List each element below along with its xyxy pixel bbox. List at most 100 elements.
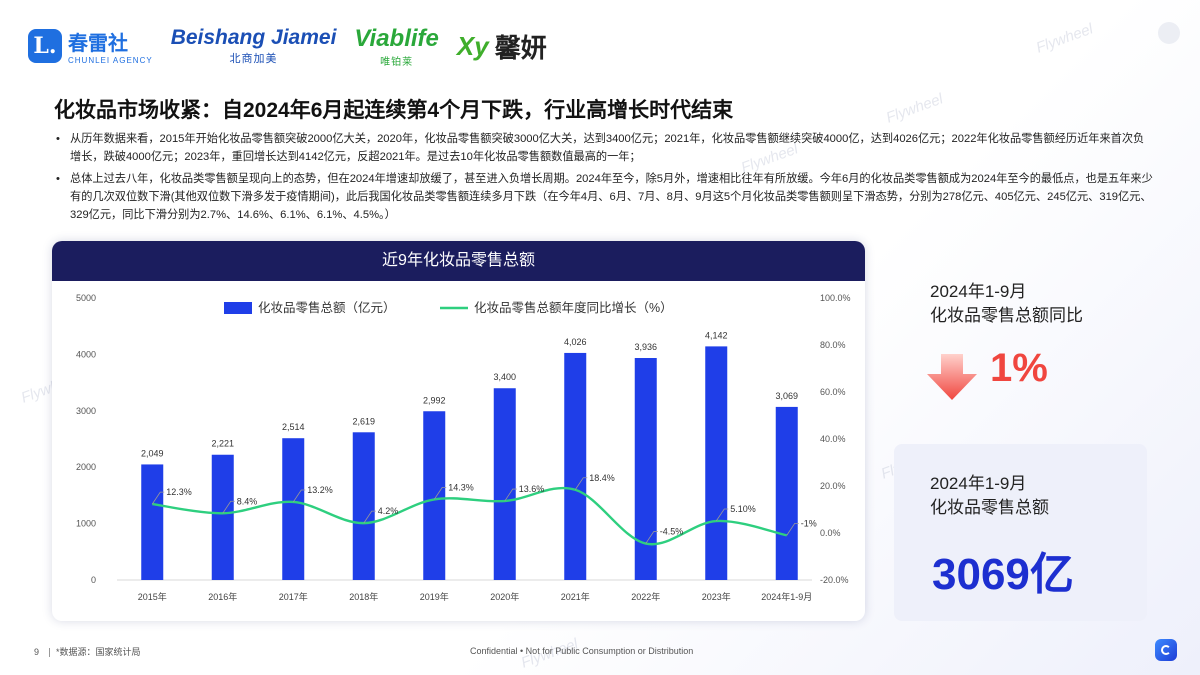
growth-value-label: 8.4% bbox=[237, 496, 258, 506]
page-title: 化妆品市场收紧：自2024年6月起连续第4个月下跌，行业高增长时代结束 bbox=[54, 99, 734, 122]
right-axis-tick-label: 60.0% bbox=[820, 387, 846, 397]
left-axis-tick-label: 4000 bbox=[76, 349, 96, 359]
viablife-logo: Viablife 唯铂莱 bbox=[354, 25, 438, 68]
growth-label-leader bbox=[363, 510, 376, 524]
footer-left: 9 *数据源：国家统计局 bbox=[34, 645, 141, 658]
kpi-growth-label-line1: 2024年1-9月 bbox=[930, 282, 1027, 301]
legend-bar-swatch bbox=[224, 302, 252, 314]
chart-svg: 0 1000 2000 3000 4000 5000 -20.0% 0.0% 20.0% 40.0… bbox=[76, 293, 851, 602]
x-axis-tick-label: 2022年 bbox=[631, 591, 660, 602]
partner-logos: L. 春雷社 CHUNLEI AGENCY Beishang Jiamei 北商… bbox=[28, 24, 547, 68]
flywheel-mark-icon bbox=[1158, 22, 1180, 44]
growth-label-leader bbox=[574, 477, 588, 490]
bar bbox=[423, 411, 446, 580]
bar bbox=[564, 352, 587, 580]
growth-value-label: 4.2% bbox=[378, 506, 399, 516]
x-axis-tick-label: 2021年 bbox=[561, 591, 590, 602]
legend-bar-label: 化妆品零售总额（亿元） bbox=[258, 300, 396, 315]
growth-value-label: -4.5% bbox=[660, 527, 684, 537]
bar bbox=[634, 358, 657, 580]
xinyan-logo-name: 馨妍 bbox=[494, 32, 547, 63]
bullet-list: 从历年数据来看，2015年开始化妆品零售额突破2000亿大关，2020年，化妆品… bbox=[54, 130, 1154, 228]
growth-line bbox=[152, 486, 788, 546]
footer-divider bbox=[49, 648, 51, 658]
right-axis-tick-label: -20.0% bbox=[820, 575, 849, 585]
chunlei-logo: L. 春雷社 CHUNLEI AGENCY bbox=[28, 27, 153, 65]
left-axis-tick-label: 5000 bbox=[76, 293, 96, 303]
kpi-growth-value: 1% bbox=[990, 346, 1048, 390]
page-number: 9 bbox=[34, 647, 40, 657]
flywheel-logo-icon bbox=[1155, 639, 1177, 661]
bullet-item: 总体上过去八年，化妆品类零售额呈现向上的态势，但在2024年增速却放缓了，甚至进… bbox=[54, 170, 1154, 224]
bar-value-label: 2,221 bbox=[211, 439, 234, 449]
growth-value-label: 13.2% bbox=[307, 485, 333, 495]
growth-label-leader bbox=[786, 522, 799, 536]
chunlei-logo-name: 春雷社 bbox=[68, 33, 128, 55]
beishang-logo-name: Beishang Jiamei bbox=[170, 26, 337, 49]
x-axis-tick-label: 2023年 bbox=[702, 591, 731, 602]
bar bbox=[493, 388, 516, 580]
bar bbox=[705, 346, 728, 580]
growth-label-leader bbox=[433, 486, 447, 500]
x-axis-tick-label: 2019年 bbox=[420, 591, 449, 602]
left-axis-tick-label: 0 bbox=[91, 575, 96, 585]
x-axis-tick-label: 2024年1-9月 bbox=[761, 591, 812, 602]
growth-label-leader bbox=[504, 488, 517, 502]
bar-value-label: 4,142 bbox=[705, 330, 728, 340]
viablife-logo-sub: 唯铂莱 bbox=[380, 56, 414, 68]
kpi-total-label-line1: 2024年1-9月 bbox=[930, 474, 1027, 493]
bar-value-label: 3,400 bbox=[493, 372, 516, 382]
right-axis-tick-label: 20.0% bbox=[820, 481, 846, 491]
bar bbox=[141, 464, 164, 580]
xinyan-logo: Xy 馨妍 bbox=[457, 28, 547, 65]
bar bbox=[211, 454, 234, 580]
bar-value-label: 2,514 bbox=[282, 422, 305, 432]
growth-value-label: 5.10% bbox=[730, 504, 756, 514]
growth-value-label: -1% bbox=[801, 518, 817, 528]
growth-label-leader bbox=[222, 500, 235, 514]
growth-value-label: 13.6% bbox=[519, 484, 545, 494]
right-axis-tick-label: 40.0% bbox=[820, 434, 846, 444]
x-axis-tick-label: 2015年 bbox=[138, 591, 167, 602]
confidential-notice: Confidential • Not for Public Consumptio… bbox=[470, 646, 694, 656]
kpi-total-label-line2: 化妆品零售总额 bbox=[930, 498, 1049, 517]
x-axis-tick-label: 2017年 bbox=[279, 591, 308, 602]
left-axis-tick-label: 1000 bbox=[76, 519, 96, 529]
bar-value-label: 2,049 bbox=[141, 448, 164, 458]
down-arrow-icon bbox=[927, 354, 977, 400]
chart-card: 0 1000 2000 3000 4000 5000 -20.0% 0.0% 20.0% 40.0… bbox=[52, 241, 865, 621]
left-axis-tick-label: 3000 bbox=[76, 406, 96, 416]
bar-value-label: 3,069 bbox=[775, 391, 798, 401]
right-axis-tick-label: 80.0% bbox=[820, 340, 846, 350]
bar-value-label: 3,936 bbox=[634, 342, 657, 352]
legend-line-label: 化妆品零售总额年度同比增长（%） bbox=[474, 300, 673, 315]
bar-value-label: 2,619 bbox=[352, 416, 375, 426]
kpi-growth-label: 2024年1-9月 化妆品零售总额同比 bbox=[930, 280, 1083, 328]
right-axis-tick-label: 100.0% bbox=[820, 293, 851, 303]
x-axis-tick-label: 2016年 bbox=[208, 591, 237, 602]
bar bbox=[775, 406, 798, 580]
kpi-growth-label-line2: 化妆品零售总额同比 bbox=[930, 306, 1083, 325]
kpi-total-card bbox=[894, 444, 1147, 621]
growth-value-label: 14.3% bbox=[448, 482, 474, 492]
chart-title: 近9年化妆品零售总额 bbox=[52, 241, 865, 281]
bar bbox=[282, 438, 305, 580]
bar-value-label: 2,992 bbox=[423, 395, 446, 405]
growth-label-leader bbox=[645, 531, 658, 544]
data-source: *数据源：国家统计局 bbox=[56, 647, 141, 657]
growth-value-label: 12.3% bbox=[166, 487, 192, 497]
kpi-total-value: 3069亿 bbox=[932, 550, 1074, 599]
left-axis-tick-label: 2000 bbox=[76, 462, 96, 472]
x-axis-tick-label: 2020年 bbox=[490, 591, 519, 602]
growth-label-leader bbox=[715, 508, 729, 522]
kpi-total-label: 2024年1-9月 化妆品零售总额 bbox=[930, 472, 1049, 520]
beishang-jiamei-logo: Beishang Jiamei 北商加美 bbox=[171, 26, 337, 66]
x-axis-tick-label: 2018年 bbox=[349, 591, 378, 602]
right-axis-tick-label: 0.0% bbox=[820, 528, 841, 538]
growth-label-leader bbox=[151, 491, 165, 505]
growth-label-leader bbox=[292, 489, 306, 503]
bar bbox=[352, 432, 375, 580]
chunlei-logo-mark: L. bbox=[28, 29, 62, 63]
chunlei-logo-sub: CHUNLEI AGENCY bbox=[68, 56, 153, 65]
bullet-item: 从历年数据来看，2015年开始化妆品零售额突破2000亿大关，2020年，化妆品… bbox=[54, 130, 1154, 166]
